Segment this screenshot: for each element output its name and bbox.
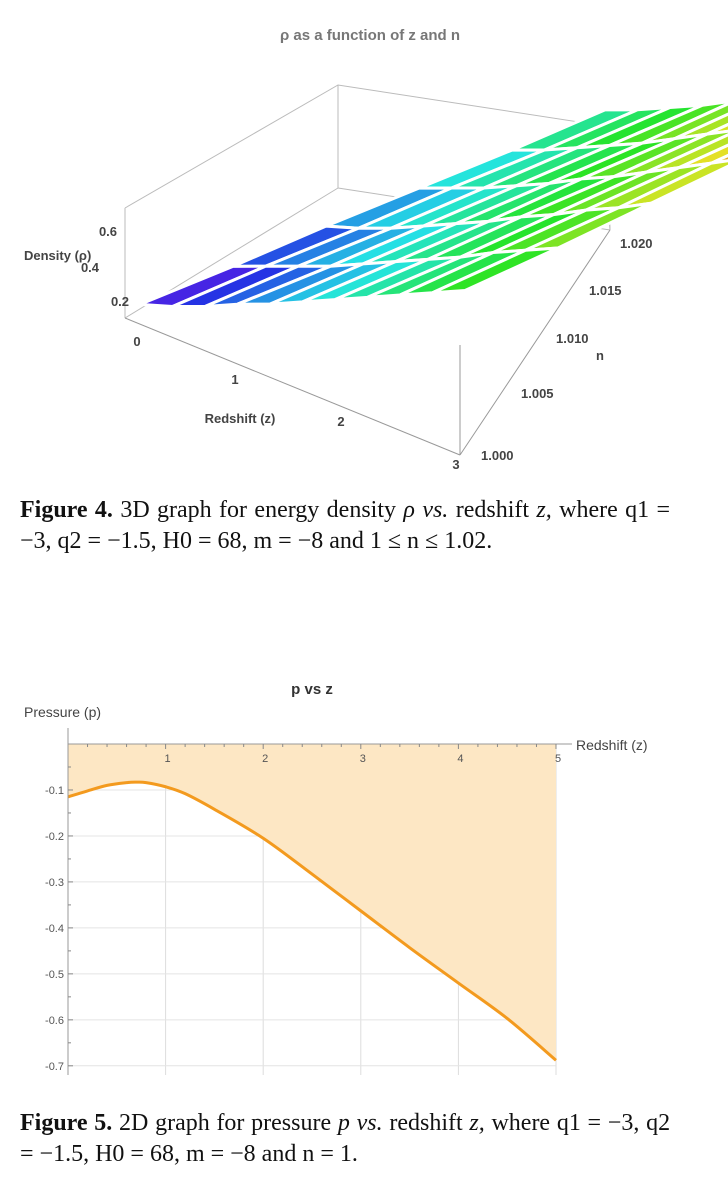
n-tick-label: 1.020 [620,236,653,251]
figure-4-caption: Figure 4. 3D graph for energy density ρ … [20,497,671,554]
plot-area: 1 2 3 4 5 -0.1 -0.2 -0.3 -0.4 -0.5 -0.6 -0.7 [45,728,572,1075]
caption-params: q1 = −3, q2 = −1.5, H0 = 68, m = −8 and … [20,1110,671,1167]
n-tick-label: 1.015 [589,283,622,298]
y-tick-label: -0.1 [45,785,64,797]
redshift-axis-label: Redshift (z) [205,411,276,426]
n-axis-label: n [596,348,604,363]
x-tick-label: 2 [337,414,344,429]
n-axis: 1.000 1.005 1.010 1.015 1.020 n [481,236,653,463]
y-tick-label: -0.5 [45,969,64,981]
figure-label: Figure 5. [20,1110,113,1136]
caption-params: q1 = −3, q2 = −1.5, H0 = 68, m = −8 and … [20,497,671,554]
n-tick-label: 1.000 [481,448,514,463]
z-tick-label: 0 [133,334,140,349]
figure-4-surface-chart: ρ as a function of z and n Density (ρ) 0… [24,27,728,472]
x-tick-label: 4 [457,753,463,765]
y-tick-label: -0.4 [45,923,64,935]
x-tick-label: 3 [360,753,366,765]
z-tick-label: 0.6 [99,224,117,239]
x-tick-label: 2 [262,753,268,765]
n-tick-label: 1.005 [521,386,554,401]
x-axis-label: Redshift (z) [576,737,648,753]
x-tick-label: 1 [231,372,238,387]
z-tick-label: 0.4 [81,260,100,275]
z-tick-label: 0.2 [111,294,129,309]
figure-label: Figure 4. [20,497,113,523]
figure-5-caption: Figure 5. 2D graph for pressure p vs. re… [20,1110,671,1167]
density-axis-label: Density (ρ) [24,248,91,263]
pressure-area-fill [68,744,556,1061]
x-tick-label: 5 [555,753,561,765]
y-tick-label: -0.2 [45,831,64,843]
surface-patch [431,246,559,295]
y-tick-label: -0.6 [45,1015,64,1027]
y-tick-label: -0.7 [45,1061,64,1073]
y-tick-label: -0.3 [45,877,64,889]
y-axis-label: Pressure (p) [24,704,101,720]
pressure-series-line [67,780,557,1062]
chart-title: p vs z [291,681,333,698]
figure-5-pressure-chart: p vs z Pressure (p) Redshift (z) 1 2 3 4 5 -0… [24,681,648,1075]
redshift-axis: 1 2 3 Redshift (z) [205,372,460,472]
x-tick-label: 1 [165,753,171,765]
density-axis: Density (ρ) 0.6 0.4 0.2 0 [24,224,141,349]
density-surface [139,100,728,309]
x-tick-label: 3 [452,457,459,472]
chart-title: ρ as a function of z and n [280,27,460,44]
n-tick-label: 1.010 [556,331,589,346]
